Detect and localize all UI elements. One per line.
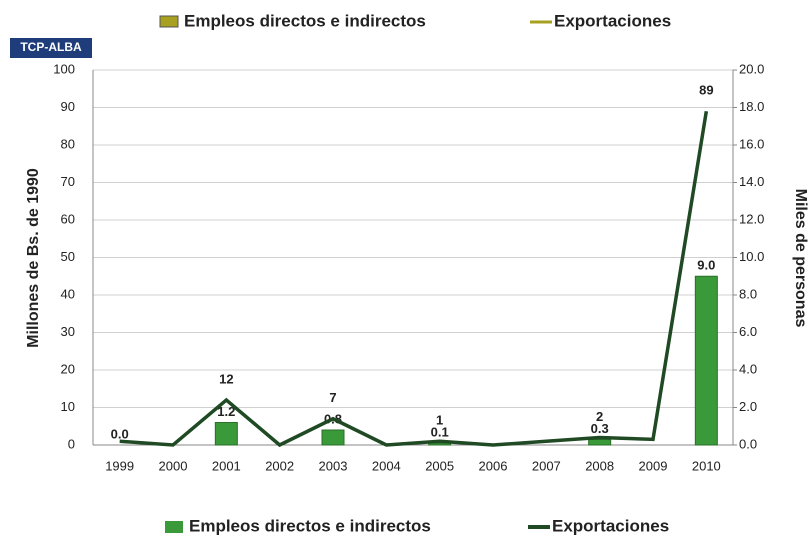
- bar-label: 9.0: [697, 258, 715, 273]
- bar-label: 0.0: [111, 426, 129, 441]
- bar: [588, 438, 612, 446]
- y-tick-label: 50: [61, 249, 75, 264]
- x-tick-label: 2007: [532, 458, 561, 473]
- y2-tick-label: 4.0: [739, 361, 757, 376]
- y-tick-label: 100: [53, 61, 75, 76]
- x-tick-label: 2005: [425, 458, 454, 473]
- y2-axis-label: Miles de personas: [792, 189, 809, 328]
- y2-tick-label: 12.0: [739, 211, 764, 226]
- line-label: 12: [219, 371, 233, 386]
- legend-swatch: [165, 521, 183, 533]
- line-label: 1: [436, 413, 443, 428]
- y-axis-label: Millones de Bs. de 1990: [25, 168, 42, 348]
- y2-tick-label: 8.0: [739, 286, 757, 301]
- bar: [694, 275, 718, 446]
- legend-label: Exportaciones: [552, 516, 669, 535]
- line-label: 7: [329, 390, 336, 405]
- x-tick-label: 2004: [372, 458, 401, 473]
- y2-tick-label: 16.0: [739, 136, 764, 151]
- bar-label: 0.1: [431, 425, 449, 440]
- y2-tick-label: 10.0: [739, 249, 764, 264]
- top-legend-label: Empleos directos e indirectos: [184, 11, 426, 30]
- x-tick-label: 2009: [639, 458, 668, 473]
- bar: [428, 442, 452, 446]
- bar-label: 1.2: [217, 404, 235, 419]
- y-tick-label: 40: [61, 286, 75, 301]
- line-label: 2: [596, 409, 603, 424]
- x-tick-label: 2010: [692, 458, 721, 473]
- top-legend-swatch: [159, 15, 179, 28]
- top-legend-label: Exportaciones: [554, 11, 671, 30]
- x-tick-label: 2002: [265, 458, 294, 473]
- y-tick-label: 0: [68, 436, 75, 451]
- line: [119, 110, 709, 448]
- y-tick-label: 30: [61, 324, 75, 339]
- y2-tick-label: 14.0: [739, 174, 764, 189]
- bar-label: 0.3: [591, 421, 609, 436]
- x-tick-label: 1999: [105, 458, 134, 473]
- y2-tick-label: 2.0: [739, 399, 757, 414]
- y2-tick-label: 0.0: [739, 436, 757, 451]
- x-tick-label: 2006: [479, 458, 508, 473]
- bar: [321, 429, 345, 446]
- x-tick-label: 2003: [319, 458, 348, 473]
- x-tick-label: 2008: [585, 458, 614, 473]
- y2-tick-label: 6.0: [739, 324, 757, 339]
- y-tick-label: 20: [61, 361, 75, 376]
- y2-tick-label: 18.0: [739, 99, 764, 114]
- y-tick-label: 70: [61, 174, 75, 189]
- y2-tick-label: 20.0: [739, 61, 764, 76]
- y-tick-label: 60: [61, 211, 75, 226]
- bar: [214, 422, 238, 446]
- badge-box: [10, 38, 92, 58]
- y-tick-label: 10: [61, 399, 75, 414]
- badge: TCP-ALBA: [20, 40, 82, 54]
- line-label: 89: [699, 83, 713, 98]
- x-tick-label: 2001: [212, 458, 241, 473]
- legend-label: Empleos directos e indirectos: [189, 516, 431, 535]
- y-tick-label: 80: [61, 136, 75, 151]
- y-tick-label: 90: [61, 99, 75, 114]
- x-tick-label: 2000: [159, 458, 188, 473]
